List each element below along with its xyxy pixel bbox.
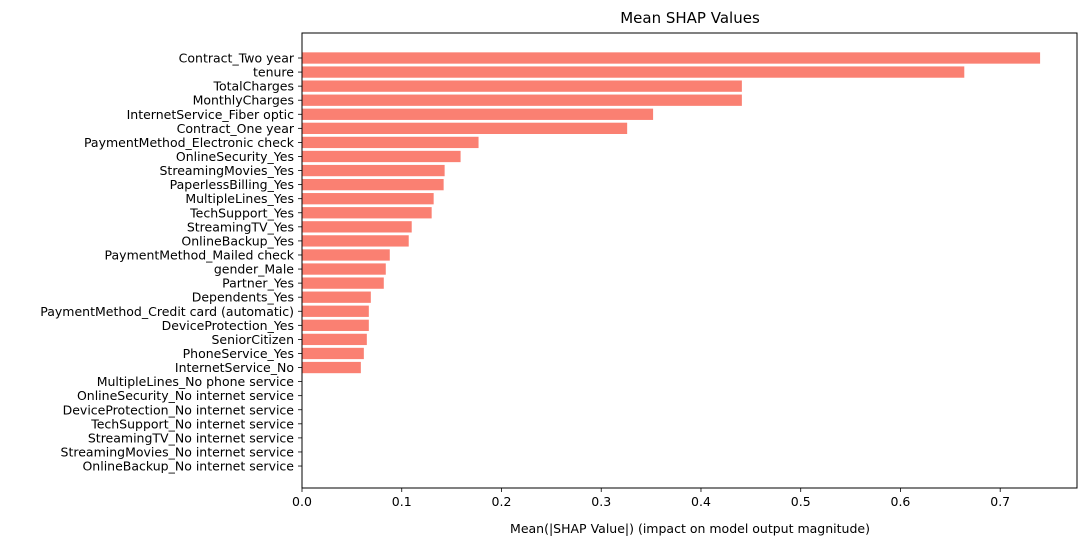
bar [302,333,367,346]
y-tick-label: MultipleLines_No phone service [97,374,295,389]
x-tick-label: 0.1 [392,494,412,509]
x-tick-label: 0.3 [591,494,611,509]
y-tick-label: PaymentMethod_Credit card (automatic) [40,304,294,319]
bar [302,122,628,134]
x-tick-label: 0.5 [791,494,811,509]
chart-title: Mean SHAP Values [620,9,760,27]
y-tick-label: DeviceProtection_Yes [162,318,294,333]
bar [302,361,361,374]
bar [302,94,742,106]
bar [302,263,386,275]
y-tick-label: OnlineSecurity_Yes [176,149,294,164]
y-tick-label: MultipleLines_Yes [185,191,294,206]
y-tick-label: TechSupport_Yes [189,205,294,220]
bar [302,221,412,233]
y-tick-label: DeviceProtection_No internet service [63,402,295,417]
y-tick-label: Partner_Yes [222,276,294,291]
y-tick-label: MonthlyCharges [193,93,294,108]
bar [302,235,409,247]
y-tick-label: PaymentMethod_Mailed check [105,247,295,262]
y-tick-label: Dependents_Yes [192,290,294,305]
y-tick-label: tenure [253,65,294,80]
x-ticks: 0.0 0.1 0.2 0.3 0.4 0.5 0.6 0.7 [292,488,1010,509]
y-tick-label: StreamingMovies_Yes [160,163,295,178]
x-tick-label: 0.2 [492,494,512,509]
x-tick-label: 0.4 [691,494,711,509]
x-axis-title: Mean(|SHAP Value|) (impact on model outp… [510,521,870,536]
y-tick-label: InternetService_No [175,360,294,375]
bar [302,207,432,219]
bar [302,108,654,120]
y-tick-label: Contract_Two year [179,51,295,66]
bars-group [302,52,1041,374]
y-tick-label: OnlineBackup_No internet service [82,459,294,474]
y-tick-label: PaymentMethod_Electronic check [84,135,295,150]
bar [302,164,445,177]
y-tick-label: PhoneService_Yes [183,346,294,361]
y-tick-label: PaperlessBilling_Yes [170,177,294,192]
y-tick-label: OnlineSecurity_No internet service [77,388,294,403]
y-tick-label: TechSupport_No internet service [90,416,294,431]
bar [302,305,369,317]
y-tick-label: StreamingMovies_No internet service [61,444,295,459]
bar [302,136,479,149]
y-tick-label: InternetService_Fiber optic [127,107,295,122]
x-tick-label: 0.6 [891,494,911,509]
y-tick-label: TotalCharges [212,79,294,94]
y-tick-label: OnlineBackup_Yes [181,233,294,248]
bar [302,249,390,261]
plot-frame [301,32,1078,489]
bar [302,66,965,78]
y-tick-label: StreamingTV_No internet service [88,430,294,445]
y-tick-label: StreamingTV_Yes [187,219,294,234]
bar [302,277,384,289]
bar [302,52,1041,64]
bar [302,347,364,360]
bar [302,319,369,331]
bar [302,291,371,303]
x-tick-label: 0.7 [990,494,1010,509]
bar [302,193,434,205]
bar [302,178,444,191]
bar [302,150,461,163]
y-tick-labels: Contract_Two yeartenureTotalChargesMonth… [40,51,302,474]
y-tick-label: SeniorCitizen [211,332,294,347]
x-tick-label: 0.0 [292,494,312,509]
bar [302,80,742,92]
y-tick-label: gender_Male [214,262,294,277]
y-tick-label: Contract_One year [177,121,295,136]
